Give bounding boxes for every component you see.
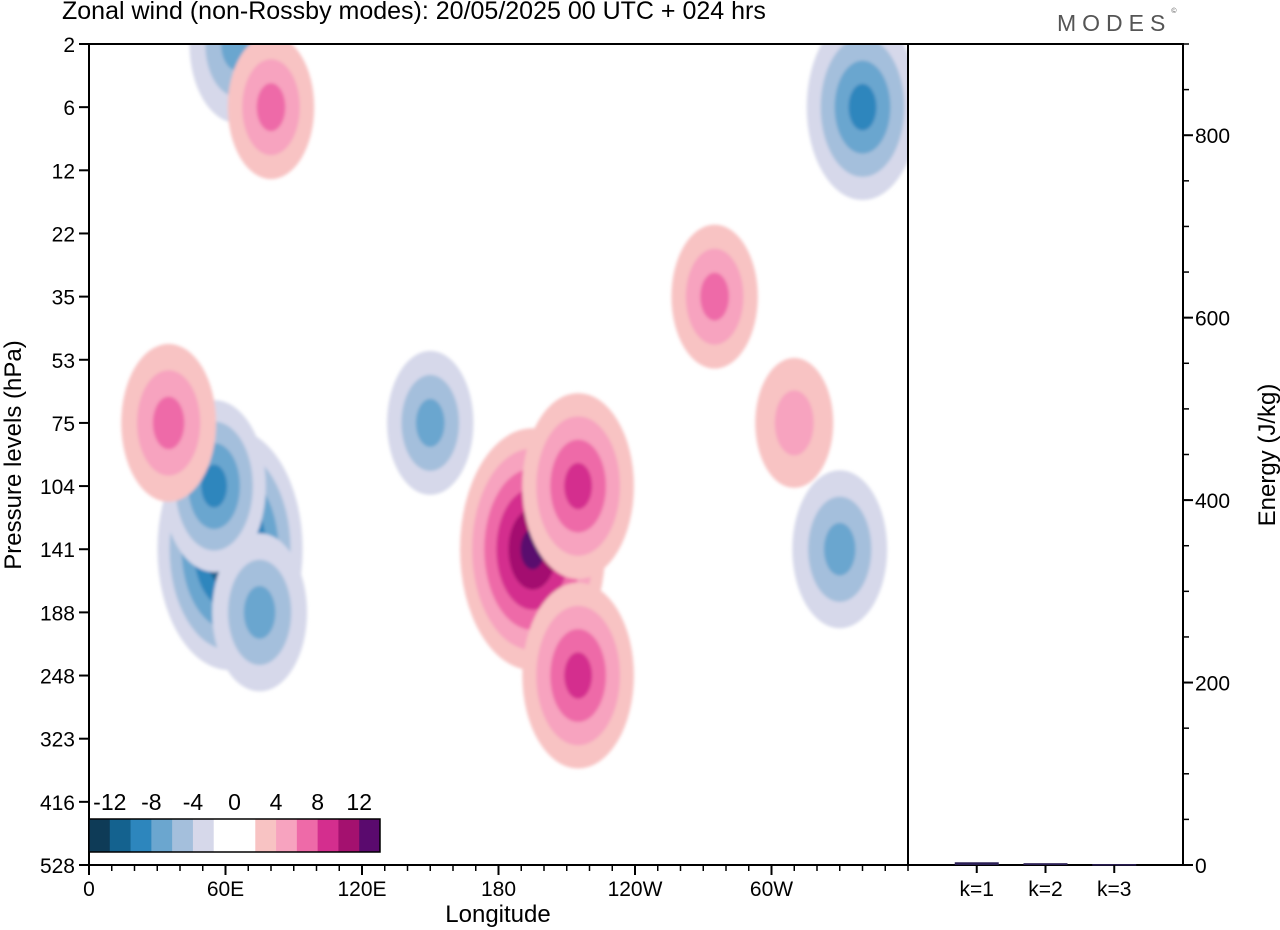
- colorbar-swatch: [172, 819, 194, 852]
- y-tick-label: 35: [52, 287, 75, 310]
- energy-tick-label: 0: [1195, 855, 1207, 878]
- colorbar-label: 0: [228, 789, 241, 815]
- colorbar-swatch: [296, 819, 319, 852]
- colorbar-swatch: [255, 819, 277, 852]
- colorbar-frame: [88, 818, 381, 853]
- y-tick-label: 6: [63, 97, 75, 120]
- y-tick-label: 2: [63, 34, 75, 57]
- wind-contour-band: [201, 464, 228, 508]
- colorbar-label: 4: [270, 789, 283, 815]
- colorbar: -12 -8 -4 0 4 8 12: [88, 789, 381, 853]
- y-tick-label: 104: [40, 476, 75, 499]
- chart-title: Zonal wind (non-Rossby modes): 20/05/202…: [62, 0, 766, 25]
- energy-category-label: k=2: [1028, 878, 1062, 901]
- wind-contour-band: [243, 586, 276, 639]
- wind-contour-band: [564, 652, 593, 699]
- colorbar-label: -8: [141, 789, 161, 815]
- wind-field: [121, 44, 908, 769]
- y-tick-label: 75: [52, 413, 75, 436]
- y-tick-label: 528: [40, 855, 75, 878]
- colorbar-swatch: [359, 819, 381, 852]
- energy-category-label: k=1: [960, 878, 994, 901]
- energy-tick-label: 800: [1195, 125, 1230, 148]
- x-axis-label: Longitude: [445, 901, 550, 928]
- wind-contour-band: [774, 390, 814, 456]
- energy-tick-label: 400: [1195, 490, 1230, 513]
- modes-logo: MODES©: [1057, 8, 1177, 37]
- colorbar-swatch: [89, 819, 111, 852]
- colorbar-swatch: [192, 819, 215, 852]
- wind-contour-band: [564, 462, 593, 510]
- y-tick-label: 323: [40, 729, 75, 752]
- wind-contour-band: [152, 396, 185, 450]
- wind-contour-band: [415, 398, 445, 447]
- logo-mark: ©: [1171, 8, 1177, 15]
- x-tick-label: 120E: [337, 878, 386, 901]
- energy-bar: [1092, 864, 1137, 866]
- energy-axis-label: Energy (J/kg): [1254, 384, 1280, 527]
- colorbar-label: -12: [93, 789, 126, 815]
- energy-frame: [907, 43, 1184, 866]
- y-tick-label: 248: [40, 666, 75, 689]
- colorbar-swatch: [213, 819, 235, 852]
- logo-text: MODES: [1057, 10, 1172, 36]
- colorbar-swatch: [276, 819, 298, 852]
- colorbar-swatch: [234, 819, 256, 852]
- wind-contour-band: [823, 522, 856, 576]
- y-axis: 2 6 12 22 35 53 75 104 141 188 248 323 416 528: [40, 34, 89, 878]
- wind-contour-band: [256, 83, 286, 132]
- colorbar-label: 8: [311, 789, 324, 815]
- wind-contour-band: [700, 272, 730, 321]
- y-tick-label: 188: [40, 602, 75, 625]
- colorbar-swatch: [109, 819, 131, 852]
- energy-tick-label: 600: [1195, 308, 1230, 331]
- x-tick-label: 0: [83, 878, 95, 901]
- colorbar-swatch: [130, 819, 152, 852]
- y-axis-label: Pressure levels (hPa): [0, 340, 27, 569]
- colorbar-label: 12: [346, 789, 372, 815]
- y-tick-label: 416: [40, 792, 75, 815]
- x-axis: 0 60E 120E 180 120W 60W: [83, 865, 909, 901]
- y-tick-label: 22: [52, 223, 75, 246]
- colorbar-swatch: [317, 819, 339, 852]
- y-tick-label: 141: [40, 539, 75, 562]
- x-tick-label: 60W: [750, 878, 793, 901]
- x-tick-label: 120W: [608, 878, 663, 901]
- energy-tick-label: 200: [1195, 673, 1230, 696]
- y-tick-label: 12: [52, 160, 75, 183]
- energy-bars: k=1 k=2 k=3: [954, 862, 1137, 901]
- wind-contour-band: [848, 83, 877, 131]
- energy-axis: 0 200 400 600 800: [1183, 43, 1230, 878]
- energy-bar: [954, 862, 999, 865]
- x-tick-label: 180: [481, 878, 516, 901]
- x-tick-label: 60E: [207, 878, 244, 901]
- colorbar-swatch: [338, 819, 360, 852]
- colorbar-label: -4: [183, 789, 204, 815]
- energy-category-label: k=3: [1097, 878, 1131, 901]
- colorbar-swatch: [151, 819, 173, 852]
- y-tick-label: 53: [52, 350, 75, 373]
- energy-bar: [1023, 863, 1068, 865]
